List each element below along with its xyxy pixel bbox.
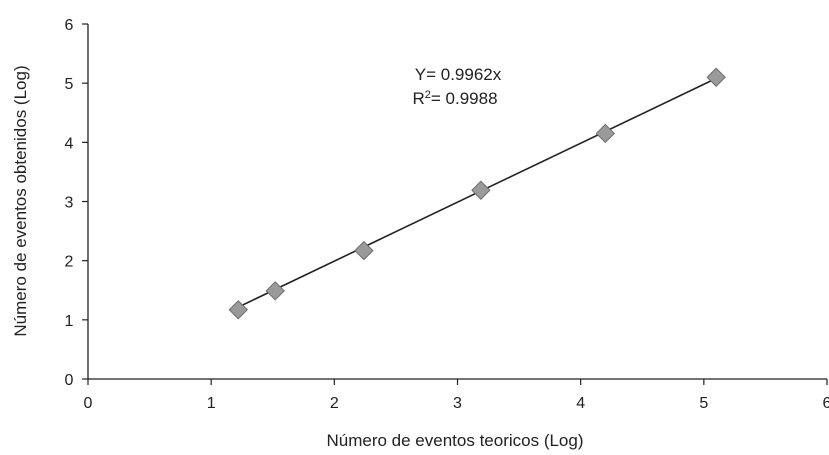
data-point-diamond [265, 281, 285, 301]
data-points [228, 67, 726, 320]
y-tick-label: 6 [65, 17, 74, 34]
r-squared-value: = 0.9988 [431, 89, 498, 108]
y-tick-label: 1 [65, 313, 74, 330]
x-tick-label: 5 [699, 395, 708, 412]
r-squared-label: R2= 0.9988 [412, 89, 497, 108]
data-point-diamond [354, 240, 374, 261]
y-tick-label: 3 [65, 195, 74, 212]
r-squared-letter: R [412, 89, 424, 108]
x-tick-label: 6 [823, 395, 829, 412]
r-squared-superscript: 2 [425, 89, 431, 101]
x-tick-label: 3 [453, 395, 462, 412]
x-tick-label: 0 [84, 395, 93, 412]
y-tick-label: 0 [65, 372, 74, 389]
x-tick-label: 4 [576, 395, 585, 412]
x-tick-label: 1 [207, 395, 216, 412]
x-axis-label: Número de eventos teoricos (Log) [326, 431, 583, 450]
y-tick-label: 4 [65, 135, 74, 152]
y-axis-label: Número de eventos obtenidos (Log) [11, 65, 30, 336]
axes: 0 1 2 3 4 5 6 0 1 2 3 4 5 6 [65, 17, 829, 412]
data-point-diamond [228, 300, 248, 320]
data-point-diamond [471, 180, 491, 200]
x-tick-label: 2 [330, 395, 339, 412]
trendline-equation: Y= 0.9962x [415, 65, 502, 84]
data-point-diamond [706, 67, 726, 87]
y-tick-label: 2 [65, 254, 74, 271]
data-point-diamond [595, 123, 616, 144]
y-tick-label: 5 [65, 76, 74, 93]
